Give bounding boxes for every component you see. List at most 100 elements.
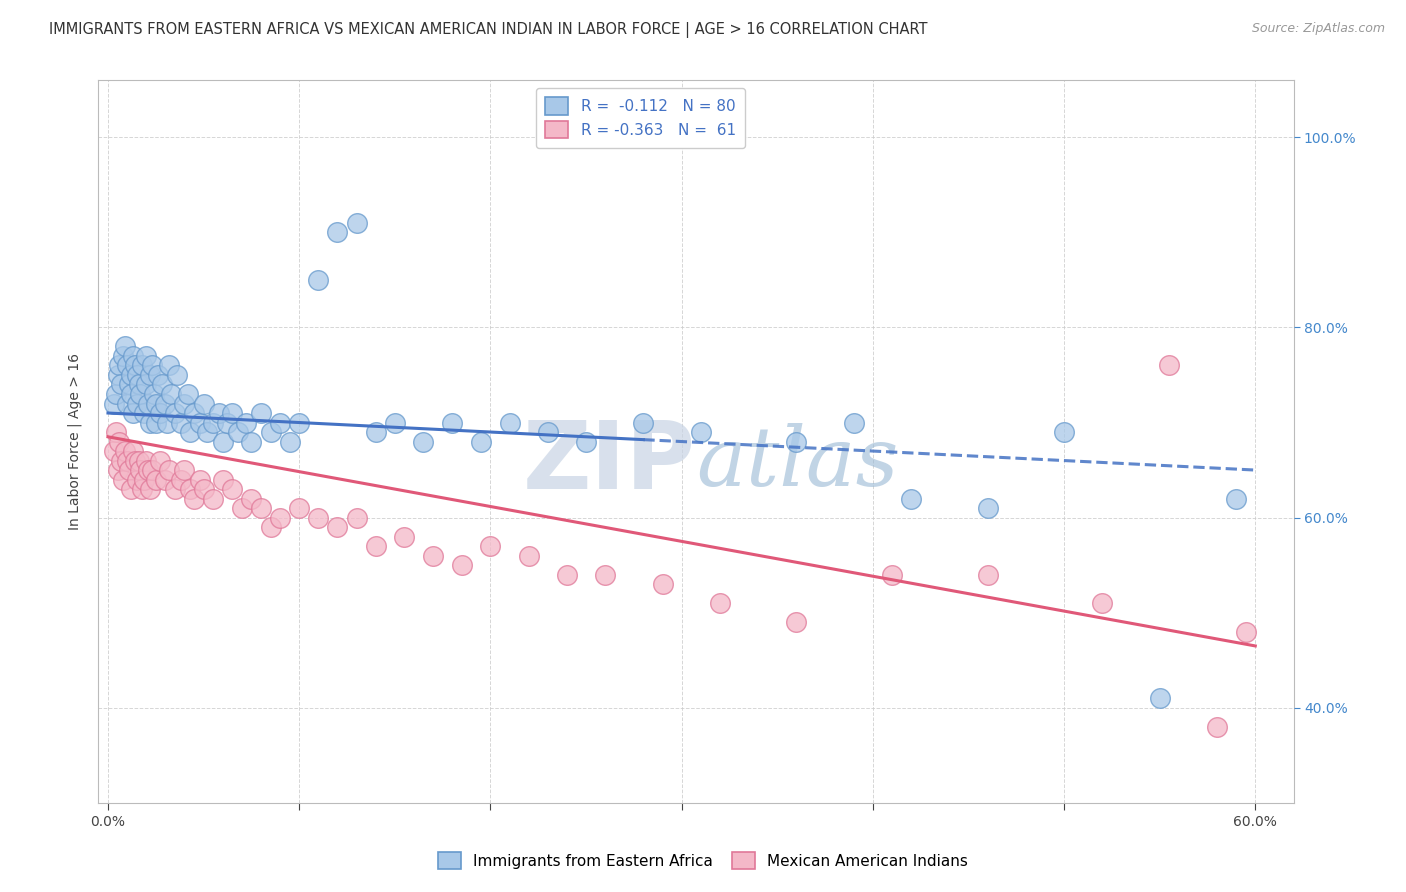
Point <box>145 396 167 410</box>
Point <box>129 463 152 477</box>
Point <box>141 359 163 373</box>
Point <box>202 491 225 506</box>
Point <box>134 406 156 420</box>
Point <box>112 473 135 487</box>
Point <box>250 501 273 516</box>
Point <box>104 387 127 401</box>
Point <box>131 482 153 496</box>
Point <box>346 510 368 524</box>
Point <box>651 577 673 591</box>
Point <box>149 406 172 420</box>
Point <box>288 501 311 516</box>
Point <box>104 425 127 439</box>
Point <box>112 349 135 363</box>
Point <box>1091 596 1114 610</box>
Point <box>142 387 165 401</box>
Point <box>120 387 142 401</box>
Point <box>479 539 502 553</box>
Point <box>121 444 143 458</box>
Point <box>163 406 186 420</box>
Point <box>221 482 243 496</box>
Point <box>145 416 167 430</box>
Text: atlas: atlas <box>696 423 898 503</box>
Point <box>129 387 152 401</box>
Point <box>1159 359 1181 373</box>
Point <box>193 396 215 410</box>
Text: IMMIGRANTS FROM EASTERN AFRICA VS MEXICAN AMERICAN INDIAN IN LABOR FORCE | AGE >: IMMIGRANTS FROM EASTERN AFRICA VS MEXICA… <box>49 22 928 38</box>
Point <box>136 396 159 410</box>
Point <box>537 425 560 439</box>
Point <box>364 425 387 439</box>
Point <box>177 387 200 401</box>
Point <box>188 416 211 430</box>
Point <box>633 416 655 430</box>
Point <box>173 463 195 477</box>
Legend: R =  -0.112   N = 80, R = -0.363   N =  61: R = -0.112 N = 80, R = -0.363 N = 61 <box>536 88 745 148</box>
Point <box>103 444 125 458</box>
Point <box>412 434 434 449</box>
Text: ZIP: ZIP <box>523 417 696 509</box>
Point <box>114 444 136 458</box>
Point <box>231 501 253 516</box>
Point <box>221 406 243 420</box>
Point <box>259 425 281 439</box>
Point <box>128 377 150 392</box>
Point <box>346 216 368 230</box>
Y-axis label: In Labor Force | Age > 16: In Labor Force | Age > 16 <box>67 353 83 530</box>
Point <box>422 549 444 563</box>
Point <box>115 453 138 467</box>
Point <box>156 416 179 430</box>
Point <box>555 567 578 582</box>
Point <box>288 416 311 430</box>
Point <box>108 434 131 449</box>
Point <box>115 359 138 373</box>
Point <box>160 387 183 401</box>
Point <box>470 434 492 449</box>
Point <box>394 530 416 544</box>
Point <box>326 226 349 240</box>
Point <box>136 463 159 477</box>
Point <box>155 473 177 487</box>
Legend: Immigrants from Eastern Africa, Mexican American Indians: Immigrants from Eastern Africa, Mexican … <box>432 846 974 875</box>
Point <box>139 416 162 430</box>
Point <box>146 368 169 382</box>
Point <box>125 473 148 487</box>
Point <box>150 377 173 392</box>
Point <box>183 406 205 420</box>
Point <box>163 482 186 496</box>
Point <box>139 482 162 496</box>
Point <box>124 453 146 467</box>
Point <box>498 416 520 430</box>
Point <box>450 558 472 573</box>
Point <box>384 416 406 430</box>
Point <box>785 434 807 449</box>
Point <box>269 416 291 430</box>
Point <box>517 549 540 563</box>
Point <box>118 463 141 477</box>
Point <box>169 473 191 487</box>
Point <box>208 406 231 420</box>
Point <box>900 491 922 506</box>
Point <box>120 368 142 382</box>
Point <box>785 615 807 630</box>
Point <box>441 416 464 430</box>
Point <box>103 396 125 410</box>
Point <box>183 491 205 506</box>
Point <box>202 416 225 430</box>
Point <box>121 406 143 420</box>
Point <box>125 368 148 382</box>
Point <box>128 453 150 467</box>
Point <box>173 396 195 410</box>
Point <box>211 473 233 487</box>
Point <box>259 520 281 534</box>
Point <box>1053 425 1076 439</box>
Point <box>976 501 998 516</box>
Point <box>211 434 233 449</box>
Point <box>166 368 188 382</box>
Point <box>179 482 201 496</box>
Point <box>278 434 301 449</box>
Point <box>139 368 162 382</box>
Point <box>593 567 616 582</box>
Point <box>131 359 153 373</box>
Point <box>215 416 238 430</box>
